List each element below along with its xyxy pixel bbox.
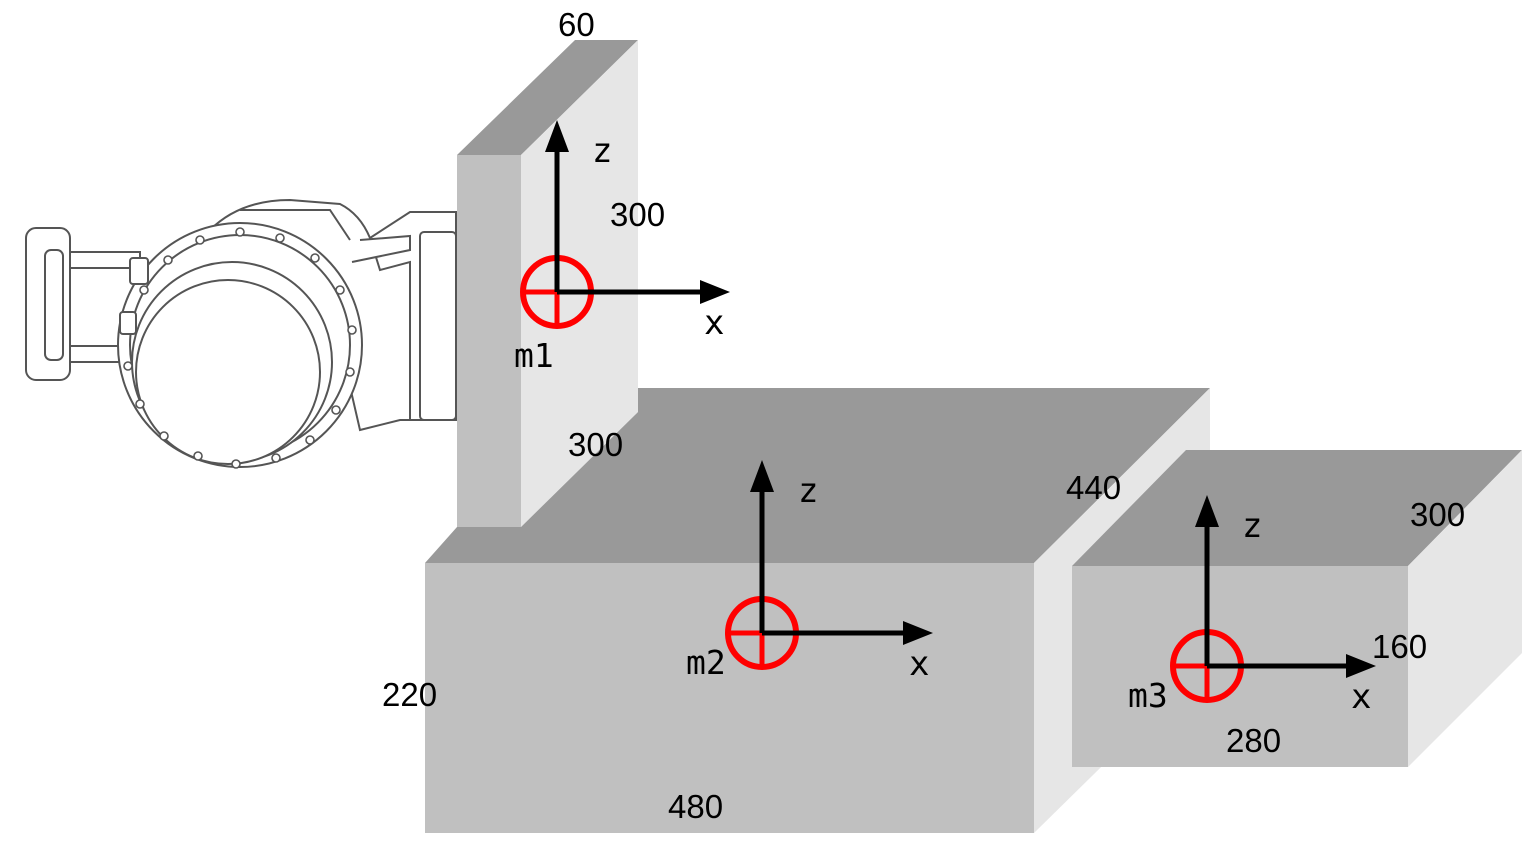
m2-mass-label: m2 [686, 643, 726, 682]
m3-frame [1170, 495, 1376, 703]
m3-z-label: z [1242, 506, 1262, 546]
m2-x-label: x [909, 644, 929, 684]
side-box-height-label: 160 [1372, 628, 1427, 665]
side-box-width-label: 280 [1226, 722, 1281, 759]
plate-height-label: 300 [610, 196, 665, 233]
main-box-depth-label: 440 [1066, 469, 1121, 506]
plate-depth-label: 300 [568, 426, 623, 463]
m3-x-label: x [1351, 677, 1371, 717]
m2-z-label: z [798, 471, 818, 511]
plate-block [457, 40, 638, 527]
plate-side-face [521, 40, 638, 527]
main-box-front-face [425, 563, 1034, 833]
robot-wrist-flange-icon [25, 198, 457, 469]
m1-x-label: x [704, 303, 724, 343]
m1-z-label: z [592, 131, 612, 171]
main-box-top-face [425, 388, 1210, 563]
m2-frame [725, 460, 933, 670]
m1-frame [520, 120, 730, 329]
side-box-depth-label: 300 [1410, 496, 1465, 533]
plate-top-face [457, 40, 638, 155]
m1-mass-label: m1 [514, 336, 554, 375]
plate-front-face [457, 155, 521, 527]
side-box-side-face [1408, 450, 1522, 767]
main-box-height-label: 220 [382, 676, 437, 713]
side-box-top-face [1072, 450, 1522, 566]
main-box-width-label: 480 [668, 788, 723, 825]
plate-thickness-label: 60 [558, 6, 595, 43]
m3-mass-label: m3 [1128, 676, 1168, 715]
